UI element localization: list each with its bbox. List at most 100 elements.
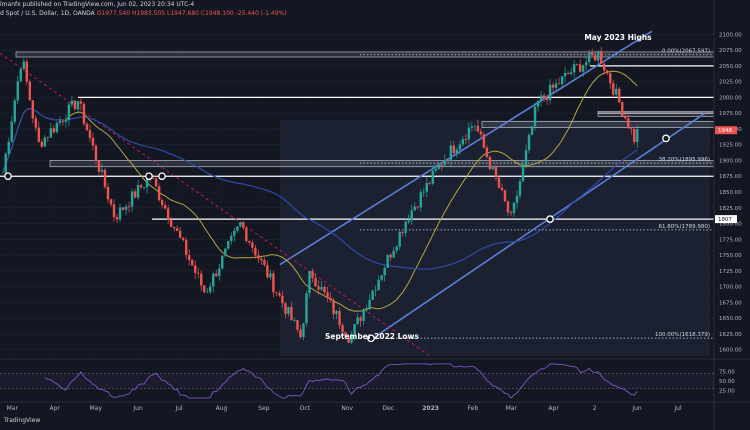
candle-body — [344, 332, 347, 337]
time-tick-label: Mar — [506, 405, 518, 412]
candle-body — [112, 204, 116, 217]
last-price-label: 1948. — [718, 128, 734, 134]
candle-body — [572, 64, 576, 73]
candle-body — [4, 153, 7, 174]
candle-body — [497, 177, 501, 188]
time-tick-label: Dec — [382, 405, 394, 412]
candle-body — [22, 61, 25, 69]
candle-body — [70, 100, 74, 105]
candle-body — [130, 191, 134, 207]
candle-body — [28, 81, 32, 101]
candle-body — [290, 307, 293, 321]
symbol-line-row: d Spot / U.S. Dollar, 1D, OANDA O1977.54… — [0, 10, 287, 17]
candle-body — [142, 187, 146, 188]
tradingview-logo: TradingView — [4, 417, 41, 424]
price-tick-label: 1625.00 — [719, 332, 742, 338]
candle-body — [500, 187, 504, 191]
fib-label: 61.80%(1789.980) — [658, 224, 710, 230]
candle-body — [539, 95, 543, 102]
candle-body — [624, 116, 627, 119]
price-tick-label: 2075.00 — [719, 48, 742, 54]
ohlc-line: O1977.540 H1983.505 L1947.680 C1948.100 … — [96, 10, 287, 17]
candle-body — [7, 141, 10, 154]
candle-body — [25, 61, 28, 82]
candle-body — [627, 118, 630, 129]
price-axis[interactable]: 2100.00 2075.00 2050.00 2025.00 2000.00 1975.… — [713, 0, 742, 430]
time-tick-label: Mar — [7, 405, 19, 412]
candle-body — [175, 228, 179, 231]
candle-body — [566, 72, 570, 74]
candle-body — [212, 273, 215, 287]
candle-body — [272, 273, 275, 293]
candle-body — [320, 287, 323, 290]
price-tick-label: 1800.00 — [719, 222, 742, 228]
candle-body — [618, 88, 621, 103]
candle-body — [121, 207, 125, 210]
candle-body — [389, 254, 392, 258]
candle-body — [178, 230, 182, 238]
candle-body — [461, 139, 465, 145]
sma-slow-line — [2, 107, 638, 270]
candle-body — [596, 51, 600, 61]
annotation-may-highs: May 2023 Highs — [584, 33, 652, 42]
candle-body — [314, 277, 317, 287]
time-tick-label: Apr — [49, 405, 60, 412]
chart-header: lmanfx published on TradingView.com, Jun… — [0, 1, 194, 8]
touch-marker — [145, 172, 153, 181]
candle-body — [612, 83, 615, 95]
candle-body — [76, 101, 80, 110]
published-line: lmanfx published on TradingView.com, Jun… — [0, 1, 195, 8]
time-tick-label: Aug — [216, 405, 228, 412]
candle-body — [482, 134, 486, 148]
annotations: May 2023 Highs September 2022 Lows — [325, 33, 652, 341]
candle-body — [91, 137, 95, 146]
candle-body — [368, 299, 371, 310]
candle-body — [106, 186, 110, 200]
price-tick-label: 1725.00 — [719, 269, 742, 275]
candle-body — [293, 320, 296, 321]
candle-body — [251, 242, 254, 248]
candle-body — [302, 323, 305, 337]
last-price-tag — [715, 126, 737, 135]
candle-body — [299, 329, 302, 337]
candle-body — [266, 265, 269, 278]
candle-body — [200, 273, 203, 286]
candle-body — [197, 272, 200, 274]
price-tick-label: 1975.00 — [719, 111, 742, 117]
candle-body — [515, 195, 519, 203]
sma-fast-line — [2, 70, 638, 312]
candle-body — [64, 120, 68, 122]
candle-body — [215, 273, 218, 277]
time-axis[interactable]: Mar Apr May Jun Jul Aug Sep Oct Nov Dec 2023 Feb Mar… — [0, 401, 750, 412]
candle-body — [37, 127, 41, 142]
fib-label: 38.20%(1895.996) — [658, 157, 710, 163]
candle-body — [521, 164, 525, 182]
rsi-tick-label: 50.00 — [719, 379, 735, 385]
candle-body — [326, 292, 329, 298]
candle-body — [206, 291, 209, 293]
candle-body — [431, 170, 434, 184]
candle-body — [233, 230, 236, 236]
ascending-channel — [279, 30, 706, 341]
candle-body — [491, 166, 495, 170]
candle-body — [308, 271, 311, 294]
candle-body — [575, 64, 579, 65]
fib-label: 100.00%(1618.379) — [655, 332, 710, 338]
candle-body — [581, 65, 585, 72]
candle-body — [551, 84, 555, 88]
level-price-tag — [715, 215, 737, 224]
candle-body — [43, 137, 47, 147]
time-tick-label: Nov — [341, 405, 353, 412]
candle-body — [527, 134, 531, 151]
symbol-line: d Spot / U.S. Dollar, 1D, OANDA — [0, 10, 95, 17]
candle-body — [407, 220, 410, 223]
candle-body — [341, 325, 344, 333]
candle-body — [404, 222, 407, 233]
touch-marker — [367, 334, 375, 343]
candle-body — [503, 190, 507, 202]
candle-body — [338, 310, 341, 326]
candle-body — [139, 185, 143, 188]
price-tick-label: 1850.00 — [719, 190, 742, 196]
candle-body — [79, 101, 83, 104]
